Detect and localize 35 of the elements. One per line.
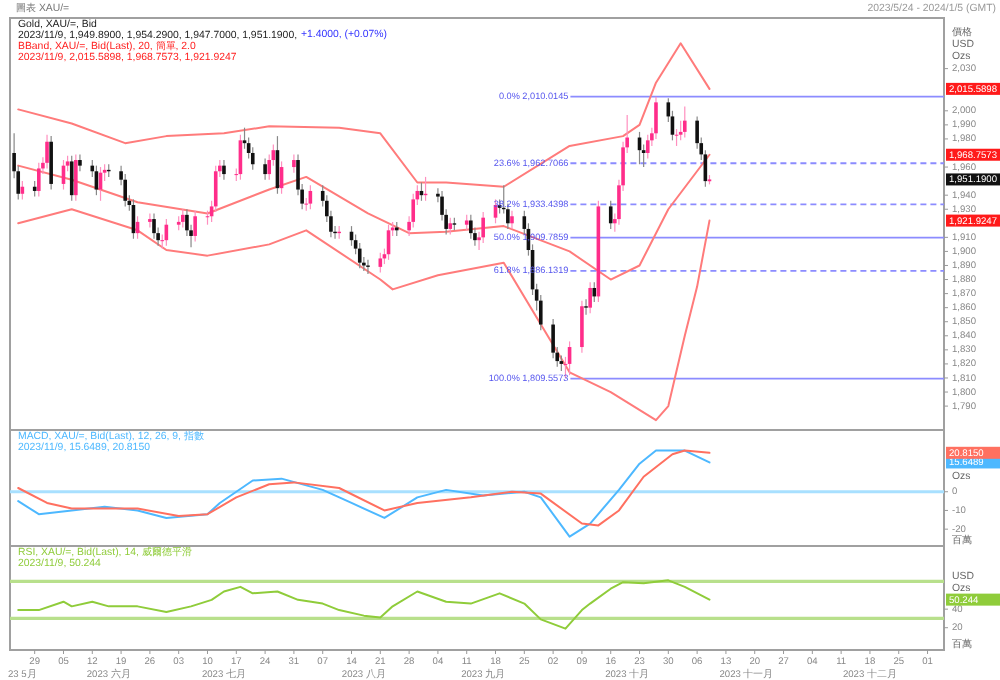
- line-series: [17, 42, 711, 188]
- candlestick: [37, 162, 41, 198]
- candlestick: [152, 212, 156, 240]
- candlestick: [267, 153, 272, 181]
- candlestick: [469, 214, 473, 240]
- candlestick: [411, 193, 416, 229]
- line-series: [17, 208, 711, 422]
- candlestick: [645, 134, 650, 160]
- candlestick: [580, 300, 584, 354]
- candlestick: [654, 96, 658, 140]
- candlestick: [366, 259, 370, 275]
- candlestick: [588, 281, 592, 314]
- candlestick: [481, 211, 485, 244]
- candlestick: [551, 318, 555, 359]
- candlestick: [78, 153, 82, 172]
- candlestick: [263, 158, 267, 181]
- candlestick: [378, 252, 383, 274]
- candlestick: [608, 200, 613, 230]
- candlestick: [292, 153, 296, 174]
- candlestick: [510, 210, 514, 230]
- candlestick: [584, 298, 588, 316]
- candlestick: [181, 208, 185, 229]
- line-series: [17, 579, 711, 630]
- candlestick: [193, 210, 197, 243]
- candlestick: [592, 281, 597, 303]
- candlestick: [250, 146, 255, 171]
- candlestick: [123, 173, 128, 208]
- candlestick: [357, 242, 362, 269]
- candlestick: [45, 134, 49, 170]
- candlestick: [222, 159, 226, 181]
- candlestick: [74, 153, 78, 202]
- candlestick: [682, 105, 687, 139]
- candlestick: [49, 135, 53, 191]
- line-series: [17, 153, 711, 281]
- candlestick: [148, 212, 152, 229]
